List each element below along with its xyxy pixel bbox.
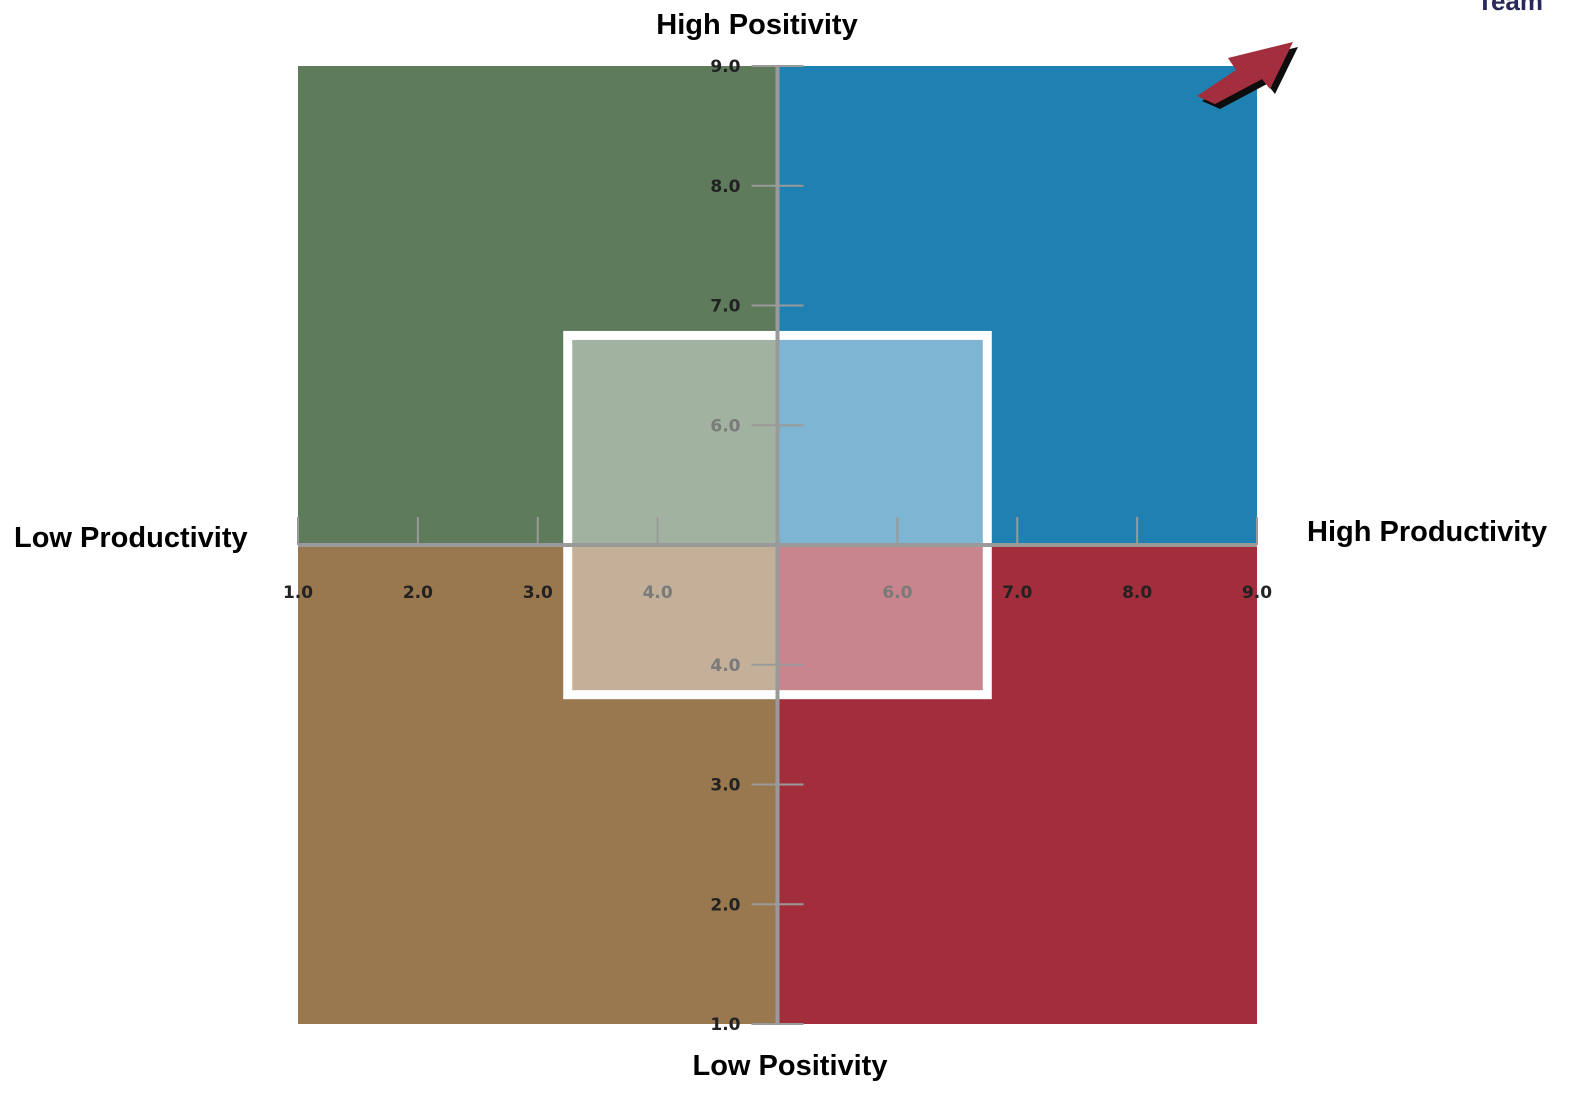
right-label: High Productivity (1307, 516, 1547, 548)
x-tick-label: 6.0 (882, 583, 912, 603)
x-tick-label: 4.0 (643, 583, 673, 603)
x-tick-label: 7.0 (1002, 583, 1032, 603)
tick-labels: 1.0 2.0 3.0 4.0 6.0 7.0 8.0 9.0 9.0 8.0 7.0 6.0 4.0 3… (283, 57, 1272, 1035)
quadrant-bottom-left (298, 545, 778, 1024)
y-tick-label: 9.0 (710, 57, 740, 77)
y-tick-label: 7.0 (710, 297, 740, 317)
x-tick-label: 9.0 (1242, 583, 1272, 603)
tick-marks (297, 65, 1258, 1025)
x-tick-label: 1.0 (283, 583, 313, 603)
x-tick-label: 3.0 (523, 583, 553, 603)
corner-text: Team (1477, 0, 1543, 16)
quadrant-top-right (777, 66, 1257, 545)
top-label: High Positivity (656, 9, 857, 41)
y-tick-label: 1.0 (710, 1015, 740, 1035)
left-label: Low Productivity (14, 522, 248, 554)
y-tick-label: 2.0 (710, 895, 740, 915)
quadrant-top-left (298, 66, 778, 545)
bottom-label: Low Positivity (693, 1050, 888, 1082)
x-tick-label: 8.0 (1122, 583, 1152, 603)
y-tick-label: 3.0 (710, 776, 740, 796)
axes (298, 66, 1257, 1024)
quadrant-backgrounds (298, 66, 1257, 1024)
x-tick-label: 2.0 (403, 583, 433, 603)
y-tick-label: 8.0 (710, 177, 740, 197)
quadrant-bottom-right (777, 545, 1257, 1024)
y-tick-label: 6.0 (710, 416, 740, 436)
y-tick-label: 4.0 (710, 656, 740, 676)
trend-arrow-icon (1197, 42, 1293, 104)
